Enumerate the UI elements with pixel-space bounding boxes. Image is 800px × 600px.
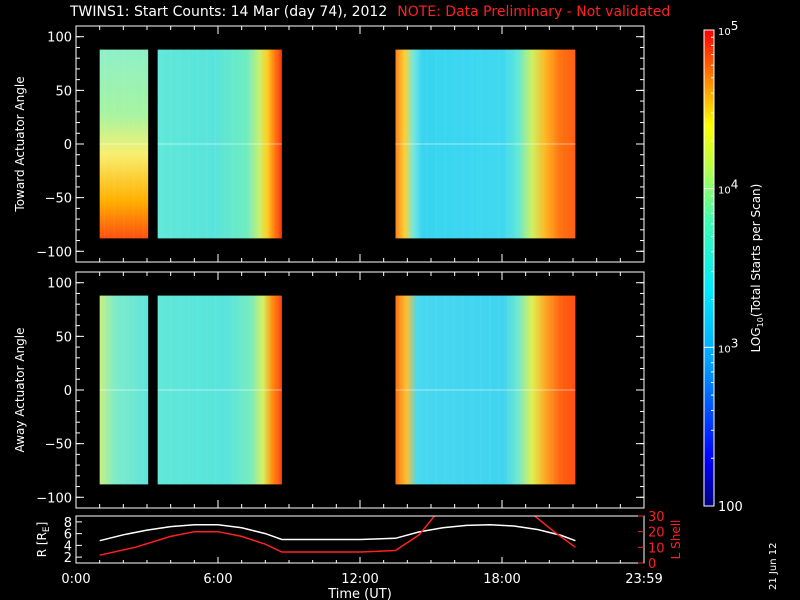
colorbar-label-end: (Total Starts per Scan) xyxy=(749,184,763,318)
colorbar-tick-label: 100 xyxy=(718,500,743,515)
colorbar-tick-base: 10 xyxy=(718,344,731,355)
lshell-series-line xyxy=(533,516,576,548)
right-tick-label: 30 xyxy=(648,510,665,525)
heatmap-segment xyxy=(99,49,149,239)
x-tick-label: 0:00 xyxy=(61,572,90,587)
colorbar-tick-exp: 5 xyxy=(731,19,739,33)
y-tick-label: −50 xyxy=(45,192,72,207)
heatmap-segment xyxy=(395,295,576,485)
left-tick-label: 6 xyxy=(64,528,72,543)
title-note: NOTE: Data Preliminary - Not validated xyxy=(397,4,671,20)
colorbar-tick-label: 103 xyxy=(718,336,738,355)
x-axis-label: Time (UT) xyxy=(327,587,392,600)
x-tick-label: 23:59 xyxy=(625,572,662,587)
heatmap-panel-away: 100 50 0 −50 −100 Away Actuator Angle xyxy=(13,271,645,509)
y-tick-label: −100 xyxy=(36,491,72,506)
y-axis-label: Toward Actuator Angle xyxy=(13,76,27,212)
heatmap-segment xyxy=(99,295,149,485)
colorbar-tick-label: 105 xyxy=(718,19,738,38)
x-tick-label: 18:00 xyxy=(483,572,520,587)
left-axis-label-end: ] xyxy=(35,522,49,527)
left-axis-label-sub: E xyxy=(42,526,52,532)
left-axis-label-text: R [R xyxy=(35,532,49,557)
colorbar-label-sub: 10 xyxy=(756,317,765,327)
title-main: TWINS1: Start Counts: 14 Mar (day 74), 2… xyxy=(70,4,388,20)
colorbar-gradient xyxy=(704,30,714,506)
heatmap-panel-toward: 100 50 0 −50 −100 Toward Actuator Angle xyxy=(13,25,645,263)
left-tick-label: 2 xyxy=(64,551,72,566)
y-tick-label: 100 xyxy=(47,31,72,46)
left-axis-label: R [RE] xyxy=(35,522,52,558)
x-tick-label: 12:00 xyxy=(341,572,378,587)
right-tick-label: 0 xyxy=(648,557,656,572)
y-tick-label: 0 xyxy=(64,384,72,399)
heatmap-segment xyxy=(395,49,576,239)
right-tick-label: 10 xyxy=(648,541,665,556)
colorbar-tick-base: 100 xyxy=(718,500,743,515)
colorbar-tick-exp: 3 xyxy=(731,336,739,350)
colorbar-label-text: LOG xyxy=(749,327,763,352)
y-tick-label: 0 xyxy=(64,138,72,153)
right-tick-label: 20 xyxy=(648,526,665,541)
colorbar-tick-exp: 4 xyxy=(731,178,739,192)
right-axis-label: L Shell xyxy=(669,520,683,560)
y-tick-label: 50 xyxy=(55,84,72,99)
y-axis-label: Away Actuator Angle xyxy=(13,327,27,452)
y-tick-label: 50 xyxy=(55,330,72,345)
heatmap-segment xyxy=(157,49,282,239)
colorbar-tick-base: 10 xyxy=(718,27,731,38)
colorbar-tick-label: 104 xyxy=(718,178,738,197)
y-tick-label: −50 xyxy=(45,438,72,453)
left-tick-label: 8 xyxy=(64,516,72,531)
date-stamp: 21 Jun 12 xyxy=(768,542,779,590)
r-series-line xyxy=(99,524,576,542)
colorbar-label: LOG10(Total Starts per Scan) xyxy=(749,184,765,353)
colorbar-tick-base: 10 xyxy=(718,186,731,197)
left-tick-label: 4 xyxy=(64,539,72,554)
y-tick-label: −100 xyxy=(36,245,72,260)
y-tick-label: 100 xyxy=(47,277,72,292)
lshell-series-line xyxy=(99,516,436,556)
chart-title: TWINS1: Start Counts: 14 Mar (day 74), 2… xyxy=(70,4,670,20)
heatmap-segment xyxy=(157,295,282,485)
x-tick-label: 6:00 xyxy=(203,572,232,587)
